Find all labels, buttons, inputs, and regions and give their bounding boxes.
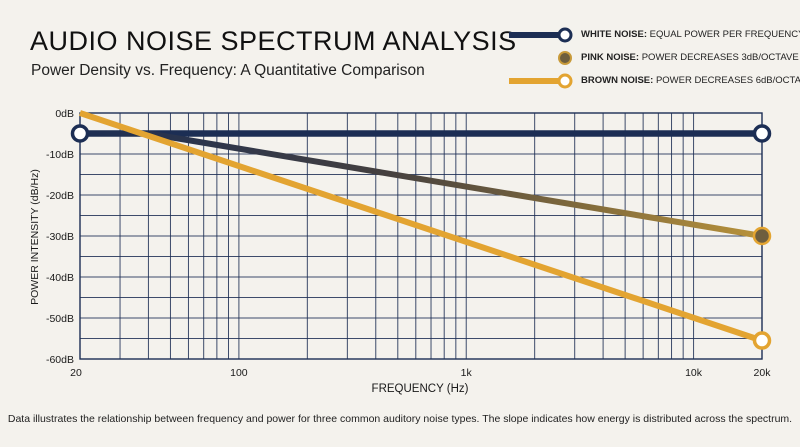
legend-desc-pink-noise: POWER DECREASES 3dB/OCTAVE: [641, 52, 799, 63]
legend-name-pink-noise: PINK NOISE: [581, 52, 636, 63]
chart-title: AUDIO NOISE SPECTRUM ANALYSIS: [30, 26, 517, 56]
x-axis-label: FREQUENCY (Hz): [372, 383, 469, 395]
legend-item-pink-noise: PINK NOISE: POWER DECREASES 3dB/OCTAVE: [505, 49, 799, 72]
x-tick-label: 10k: [685, 367, 703, 379]
y-tick-label: -60dB: [46, 354, 74, 366]
legend-swatch-white-noise: [509, 27, 573, 43]
y-tick-label: -20dB: [46, 190, 74, 202]
legend-swatch-pink-noise: [509, 51, 572, 65]
x-tick-label: 20k: [754, 367, 772, 379]
x-tick-label: 100: [230, 367, 248, 379]
legend-separator: :: [635, 52, 640, 63]
legend-desc-brown-noise: POWER DECREASES 6dB/OCTAVE: [655, 75, 800, 86]
y-axis-label: POWER INTENSITY (dB/Hz): [29, 169, 41, 305]
y-tick-label: -30dB: [46, 231, 74, 243]
legend-label-pink-noise: PINK NOISE: POWER DECREASES 3dB/OCTAVE: [581, 52, 799, 63]
x-tick-label: 20: [70, 367, 82, 379]
point-marker-pink-noise-end: [752, 226, 772, 246]
y-tick-label: -50dB: [46, 313, 74, 325]
footnote: Data illustrates the relationship betwee…: [7, 413, 793, 425]
legend-separator: :: [643, 29, 647, 40]
legend-name-white-noise: WHITE NOISE: [581, 29, 644, 40]
legend-label-brown-noise: BROWN NOISE: POWER DECREASES 6dB/OCTAVE: [581, 75, 800, 86]
legend-label-white-noise: WHITE NOISE: EQUAL POWER PER FREQUENCY: [581, 29, 800, 40]
legend-swatch-brown-noise: [509, 73, 573, 89]
y-tick-label: -10dB: [46, 149, 74, 161]
legend: WHITE NOISE: EQUAL POWER PER FREQUENCY P…: [505, 26, 800, 95]
series-line-brown-noise: [79, 110, 763, 344]
legend-item-brown-noise: BROWN NOISE: POWER DECREASES 6dB/OCTAVE: [505, 72, 800, 95]
point-marker-white-noise-end: [752, 124, 772, 143]
x-tick-label: 1k: [461, 367, 473, 379]
legend-name-brown-noise: BROWN NOISE: [581, 75, 651, 86]
legend-desc-white-noise: EQUAL POWER PER FREQUENCY: [649, 29, 800, 40]
y-tick-label: -40dB: [46, 272, 74, 284]
point-marker-white-noise-start: [70, 124, 90, 143]
chart-subtitle: Power Density vs. Frequency: A Quantitat…: [31, 62, 425, 79]
y-tick-label: 0dB: [55, 108, 74, 120]
legend-separator: :: [650, 75, 654, 86]
legend-item-white-noise: WHITE NOISE: EQUAL POWER PER FREQUENCY: [505, 26, 800, 49]
point-marker-brown-noise-end: [752, 331, 772, 350]
